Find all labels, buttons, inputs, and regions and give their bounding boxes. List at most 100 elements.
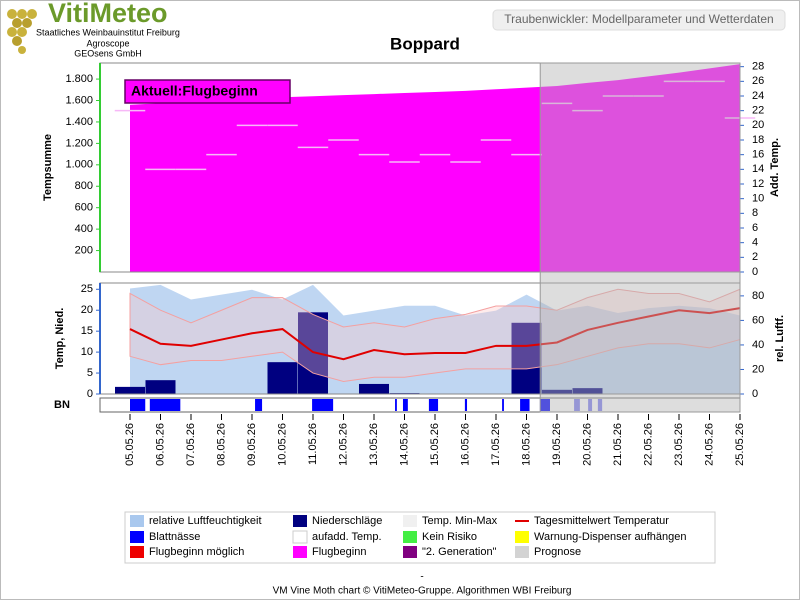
legend-swatch: [293, 515, 307, 527]
x-tick-label: 23.05.26: [673, 423, 685, 466]
legend-label: Niederschläge: [312, 515, 382, 527]
legend-swatch: [293, 546, 307, 558]
legend-label: "2. Generation": [422, 546, 497, 558]
institute: GEOsens GmbH: [74, 48, 142, 58]
y2-tick-label: 20: [752, 119, 764, 131]
x-tick-label: 22.05.26: [642, 423, 654, 466]
y-tick-label: 25: [81, 283, 93, 295]
legend-label: Blattnässe: [149, 531, 200, 543]
y2-tick-label: 10: [752, 193, 764, 205]
legend-swatch: [130, 546, 144, 558]
precip-bar: [542, 389, 572, 394]
y-tick-label: 1.800: [65, 73, 93, 85]
y2-tick-label: 6: [752, 222, 758, 234]
y-axis-label: Temp, Nied.: [54, 308, 66, 370]
logo-text: VitiMeteo: [48, 0, 168, 28]
legend-swatch: [515, 531, 529, 543]
institute: Staatliches Weinbauinstitut Freiburg: [36, 27, 180, 37]
leaf-wetness: [539, 399, 550, 411]
precip-bar: [511, 322, 542, 394]
footer-dash: -: [420, 572, 423, 583]
y2-axis-label: rel. Luftf.: [774, 315, 786, 362]
chart-title: Boppard: [390, 34, 460, 53]
logo-grapes: [7, 9, 37, 54]
y-tick-label: 1.400: [65, 116, 93, 128]
legend-label: Warnung-Dispenser aufhängen: [534, 531, 686, 543]
legend-label: Temp. Min-Max: [422, 515, 498, 527]
y-tick-label: 15: [81, 325, 93, 337]
y2-tick-label: 80: [752, 290, 764, 302]
y-tick-label: 1.000: [65, 159, 93, 171]
annotation: Aktuell:Flugbeginn: [131, 83, 258, 99]
x-tick-label: 12.05.26: [337, 423, 349, 466]
y-tick-label: 10: [81, 346, 93, 358]
precip-bar: [267, 362, 298, 394]
leaf-wetness: [520, 399, 530, 411]
leaf-wetness: [130, 399, 146, 411]
x-tick-label: 08.05.26: [215, 423, 227, 466]
legend-swatch: [403, 546, 417, 558]
y-axis-label: Tempsumme: [42, 134, 54, 201]
x-tick-label: 16.05.26: [459, 423, 471, 466]
x-tick-label: 24.05.26: [703, 423, 715, 466]
x-tick-label: 13.05.26: [368, 423, 380, 466]
app-title-box: [492, 9, 786, 31]
legend-swatch: [130, 515, 144, 527]
x-tick-label: 10.05.26: [276, 423, 288, 466]
leaf-wetness: [464, 399, 468, 411]
y-tick-label: 20: [81, 304, 93, 316]
legend-swatch: [130, 531, 144, 543]
precip-bar: [572, 388, 603, 394]
legend-swatch: [403, 515, 417, 527]
y2-tick-label: 2: [752, 251, 758, 263]
leaf-wetness: [502, 399, 504, 411]
y2-tick-label: 18: [752, 134, 764, 146]
x-tick-label: 20.05.26: [581, 423, 593, 466]
y-tick-label: 5: [87, 367, 93, 379]
annotation-box: [124, 79, 291, 104]
legend-label: Prognose: [534, 546, 581, 558]
x-tick-label: 19.05.26: [551, 423, 563, 466]
bn-label: BN: [54, 399, 70, 411]
legend-label: Kein Risiko: [422, 531, 477, 543]
institute: Agroscope: [86, 38, 129, 48]
app-title: Traubenwickler: Modellparameter und Wett…: [504, 12, 773, 26]
legend-label: Tagesmittelwert Temperatur: [534, 515, 669, 527]
leaf-wetness: [588, 399, 593, 411]
footer: VM Vine Moth chart © VitiMeteo-Gruppe. A…: [273, 586, 572, 597]
y2-tick-label: 28: [752, 61, 764, 73]
y2-tick-label: 40: [752, 339, 764, 351]
legend-label: relative Luftfeuchtigkeit: [149, 515, 262, 527]
y-tick-label: 0: [87, 388, 93, 400]
leaf-wetness: [597, 399, 603, 411]
x-tick-label: 21.05.26: [612, 423, 624, 466]
y2-tick-label: 20: [752, 363, 764, 375]
y2-tick-label: 22: [752, 105, 764, 117]
y2-axis-label: Add. Temp.: [769, 138, 781, 197]
x-tick-label: 25.05.26: [734, 423, 746, 466]
legend-label: Flugbeginn: [312, 546, 366, 558]
y2-tick-label: 0: [752, 388, 758, 400]
precip-bar: [298, 312, 328, 394]
legend-label: Flugbeginn möglich: [149, 546, 244, 558]
temp-sum-area: [130, 64, 740, 272]
temp-mean-line: [129, 307, 741, 361]
x-tick-label: 07.05.26: [185, 423, 197, 466]
y-tick-label: 400: [75, 223, 93, 235]
leaf-wetness: [149, 399, 181, 411]
legend-swatch: [403, 531, 417, 543]
x-tick-label: 15.05.26: [429, 423, 441, 466]
x-tick-label: 11.05.26: [307, 423, 319, 465]
legend-box: [124, 511, 716, 564]
y2-tick-label: 60: [752, 314, 764, 326]
x-tick-label: 18.05.26: [520, 423, 532, 466]
y2-tick-label: 8: [752, 207, 758, 219]
leaf-wetness: [402, 399, 408, 411]
y-tick-label: 800: [75, 180, 93, 192]
leaf-wetness: [395, 399, 397, 411]
precip-bar: [359, 383, 389, 394]
prognosis-overlay: [539, 62, 741, 413]
leaf-wetness: [312, 399, 334, 411]
y2-tick-label: 16: [752, 149, 764, 161]
leaf-wetness: [574, 399, 580, 411]
